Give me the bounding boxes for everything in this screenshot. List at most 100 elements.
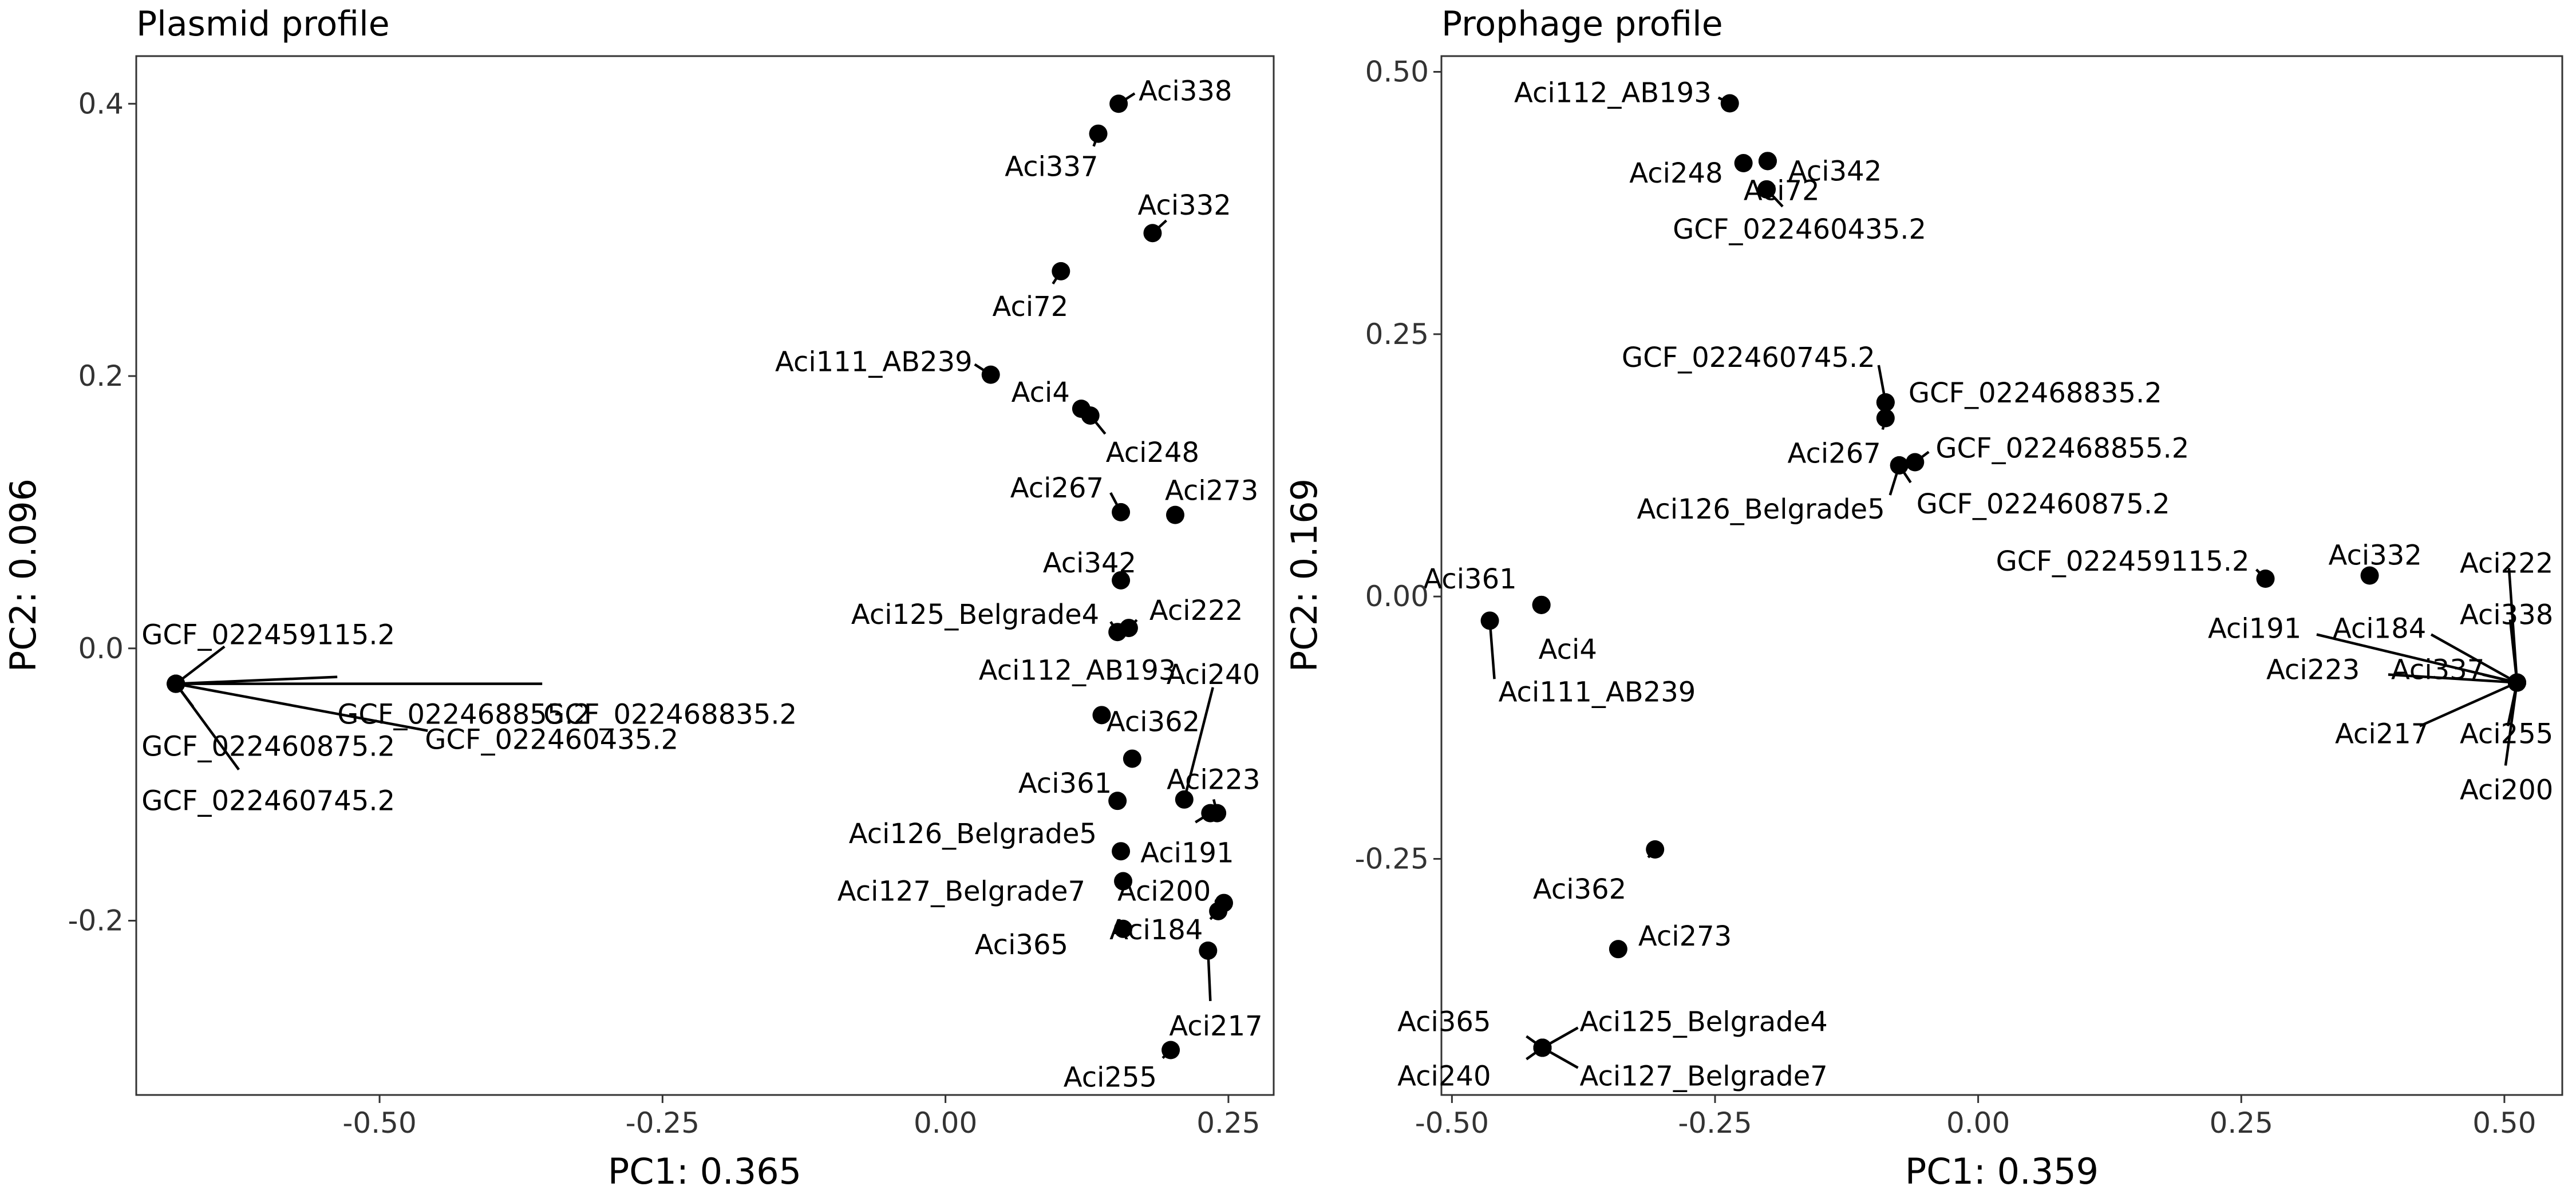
point-label: Aci200: [2460, 774, 2553, 806]
leader-line: [1542, 1046, 1579, 1069]
x-tick-label: 0.50: [2472, 1106, 2536, 1140]
point-label: Aci267: [1010, 472, 1104, 504]
point-label: Aci273: [1165, 475, 1258, 507]
point-label: Aci125_Belgrade4: [851, 599, 1099, 631]
x-tick-label: 0.00: [1946, 1106, 2010, 1140]
leader-line: [1209, 910, 1219, 920]
leader-line: [1526, 1035, 1543, 1049]
point-label: Aci4: [1539, 634, 1597, 666]
panel-title: Prophage profile: [1441, 4, 1723, 44]
leader-line: [1214, 899, 1224, 904]
leader-line: [1052, 270, 1062, 285]
point-label: GCF_022460875.2: [1917, 488, 2170, 520]
leader-line: [1109, 492, 1123, 513]
leader-line: [1100, 708, 1109, 716]
leaders-layer: [175, 92, 1224, 1059]
point-label: Aci217: [1169, 1010, 1262, 1042]
point-label: Aci223: [1167, 764, 1260, 796]
x-tick-label: -0.50: [342, 1106, 416, 1140]
leader-line: [1171, 507, 1177, 516]
point-label: Aci223: [2266, 654, 2360, 686]
labels-layer: Aci112_AB193 Aci72 Aci248 Aci342 GCF_0224604…: [1397, 77, 2553, 1093]
y-tick-label: 0.00: [1365, 580, 1429, 613]
point-label: Aci111_AB239: [775, 346, 973, 378]
point-label: Aci332: [2329, 540, 2422, 572]
leader-line: [1488, 620, 1496, 679]
leader-line: [1717, 96, 1730, 105]
labels-layer: Aci338 Aci337 Aci332 Aci72 Aci111_AB239 Aci4 A…: [141, 75, 1262, 1093]
x-ticks: -0.50 -0.25 0.00 0.25: [342, 1095, 1261, 1140]
leader-line: [1113, 792, 1119, 802]
point-label: Aci184: [1109, 914, 1203, 946]
point-label: Aci191: [1140, 837, 1234, 869]
point-label: GCF_022460745.2: [141, 785, 395, 817]
point-label: Aci112_AB193: [1514, 77, 1712, 109]
point-label: Aci222: [1149, 595, 1243, 627]
leader-line: [2508, 619, 2519, 683]
leader-line: [2388, 673, 2518, 684]
point-label: Aci222: [2460, 548, 2553, 580]
point-label: Aci342: [1043, 547, 1136, 579]
point-label: Aci248: [1106, 437, 1199, 469]
plot-frame: [135, 55, 1275, 1096]
y-ticks: -0.25 0.00 0.25 0.50: [1355, 56, 1441, 876]
point-label: Aci126_Belgrade5: [1637, 493, 1884, 525]
panel-title: Plasmid profile: [136, 4, 390, 44]
point-aci342: [1112, 571, 1131, 590]
leaders-layer: [1488, 96, 2519, 1069]
point-label: Aci338: [1139, 75, 1232, 107]
point-label: Aci127_Belgrade7: [837, 876, 1085, 908]
point-label: GCF_022468855.2: [337, 699, 591, 731]
point-label: Aci255: [2460, 718, 2553, 750]
point-aci273: [1609, 940, 1627, 959]
point-label: Aci338: [2460, 599, 2553, 631]
point-label: Aci365: [975, 929, 1068, 961]
leader-line: [1647, 848, 1656, 859]
plot-frame: [1440, 55, 2563, 1096]
leader-line: [2430, 633, 2518, 684]
point-label: Aci255: [1064, 1062, 1157, 1094]
point-label: Aci332: [1137, 189, 1231, 222]
point-label: Aci337: [2391, 654, 2484, 686]
y-tick-label: 0.50: [1365, 56, 1429, 89]
leader-line: [1212, 799, 1219, 814]
point-label: Aci273: [1638, 920, 1732, 952]
y-tick-label: -0.25: [1355, 843, 1429, 876]
point-label: Aci184: [2333, 613, 2426, 645]
leader-line: [1109, 620, 1119, 633]
point-aci362: [1123, 749, 1141, 768]
leader-line: [1151, 219, 1167, 234]
leader-line: [1128, 619, 1138, 629]
point-label: Aci111_AB239: [1499, 676, 1696, 708]
leader-line: [1888, 465, 1901, 496]
y-tick-label: 0.4: [78, 87, 124, 120]
leader-line: [1195, 812, 1211, 824]
leader-line: [2419, 681, 2518, 727]
point-aci4: [1532, 595, 1551, 614]
leader-line: [1881, 417, 1887, 430]
point-label: GCF_022460745.2: [1622, 342, 1875, 374]
point-label: GCF_022460435.2: [1673, 213, 1926, 246]
x-tick-label: -0.50: [1415, 1106, 1489, 1140]
leader-line: [1117, 92, 1136, 105]
point-label: Aci4: [1012, 377, 1070, 409]
point-label: Aci127_Belgrade7: [1579, 1061, 1827, 1093]
leader-line: [1765, 188, 1784, 208]
point-label: GCF_022459115.2: [1996, 545, 2250, 578]
point-aci342: [1758, 152, 1777, 171]
point-label: GCF_022468835.2: [543, 699, 797, 731]
point-label: Aci361: [1423, 563, 1516, 595]
leader-line: [1161, 1049, 1172, 1059]
leader-line: [1207, 950, 1212, 1001]
leader-line: [2255, 568, 2267, 580]
point-label: Aci72: [1744, 175, 1820, 207]
y-tick-label: 0.0: [78, 632, 124, 665]
point-label: GCF_022468855.2: [1935, 433, 2189, 465]
leader-line: [1526, 1046, 1543, 1061]
leader-line: [1117, 927, 1124, 932]
x-axis-title: PC1: 0.365: [608, 1150, 801, 1192]
point-label: Aci240: [1167, 659, 1260, 691]
point-aci332: [2360, 566, 2379, 585]
y-tick-label: -0.2: [68, 904, 124, 938]
